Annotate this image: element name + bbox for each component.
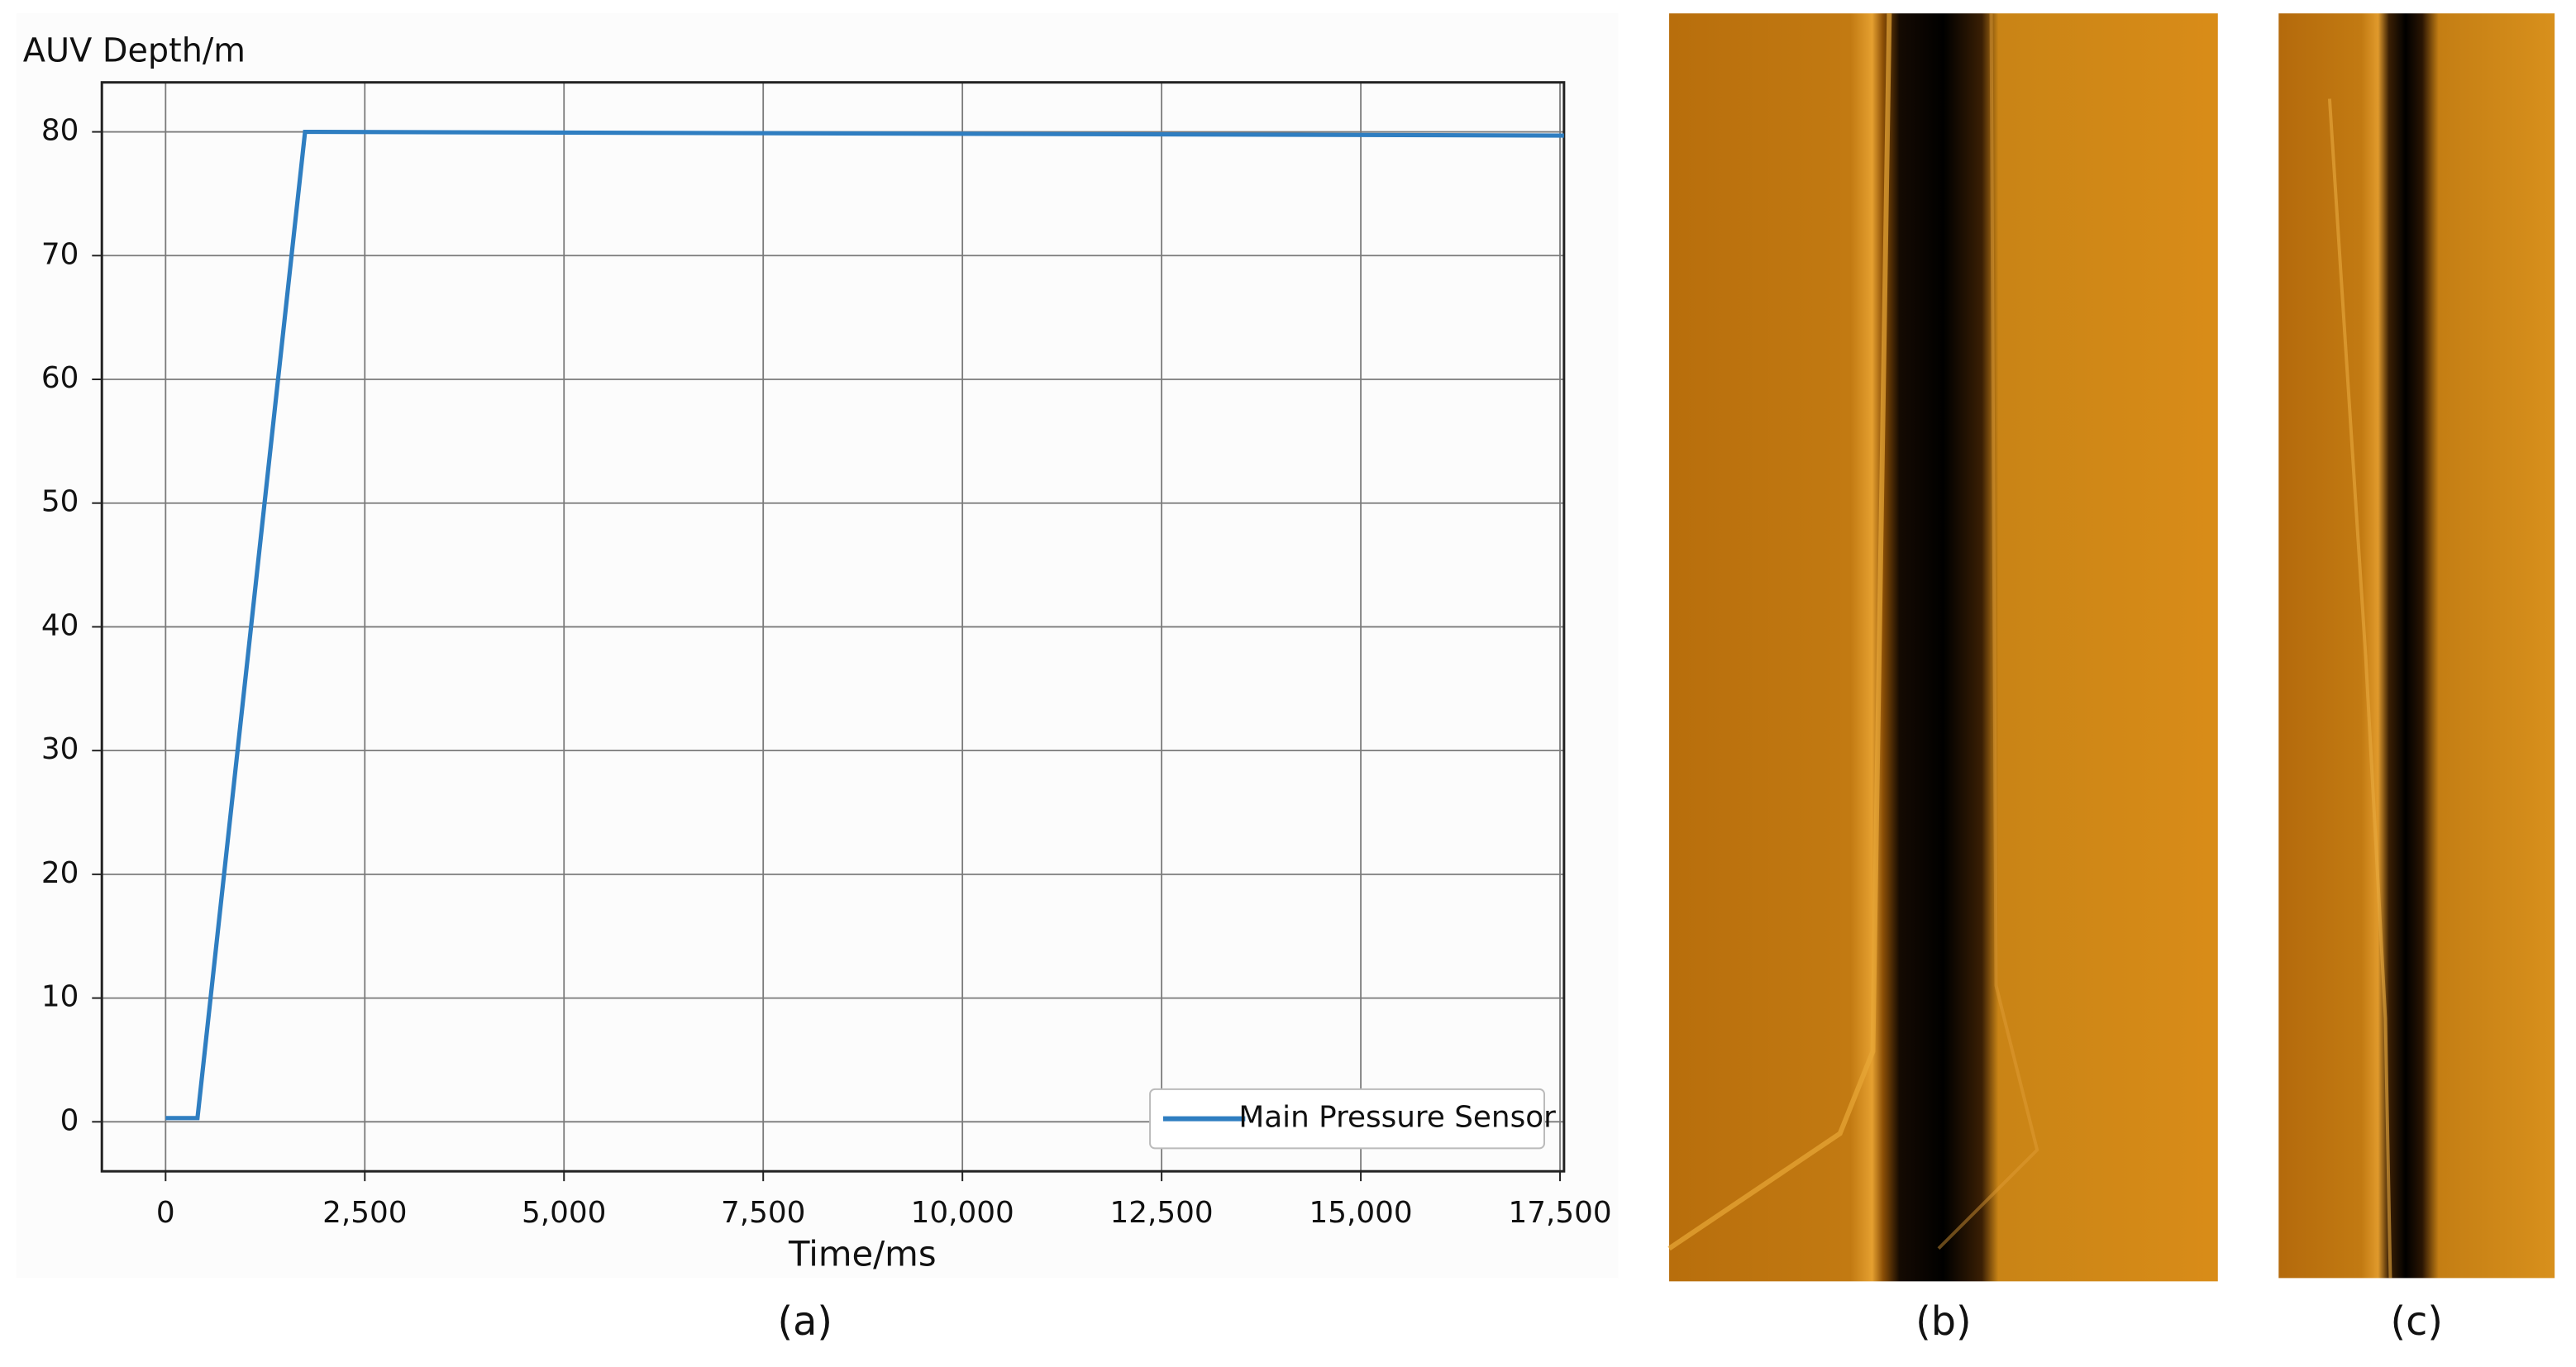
y-tick-label: 30 bbox=[41, 732, 79, 766]
legend-label: Main Pressure Sensor bbox=[1238, 1101, 1556, 1135]
y-tick-label: 10 bbox=[41, 980, 79, 1014]
legend-box bbox=[1149, 1088, 1546, 1150]
x-tick-label: 5,000 bbox=[522, 1196, 606, 1230]
y-tick-label: 50 bbox=[41, 485, 79, 519]
x-tick-label: 10,000 bbox=[911, 1196, 1014, 1230]
data-line bbox=[165, 129, 1564, 1121]
x-tick-label: 7,500 bbox=[721, 1196, 805, 1230]
x-tick-label: 2,500 bbox=[322, 1196, 407, 1230]
y-tick-label: 80 bbox=[41, 114, 79, 148]
y-tick-label: 20 bbox=[41, 856, 79, 890]
x-axis-label: Time/ms bbox=[788, 1234, 937, 1274]
x-tick-label: 12,500 bbox=[1110, 1196, 1214, 1230]
panel-label: (b) bbox=[1915, 1299, 1971, 1345]
y-axis-label: AUV Depth/m bbox=[23, 31, 246, 69]
y-tick-label: 60 bbox=[41, 361, 79, 395]
chart-background bbox=[16, 13, 1619, 1279]
y-tick-label: 0 bbox=[60, 1103, 79, 1137]
x-tick-label: 17,500 bbox=[1508, 1196, 1611, 1230]
panel-label: (a) bbox=[778, 1299, 832, 1345]
sonar-image-b bbox=[1667, 13, 2218, 1282]
panel-label: (c) bbox=[2391, 1299, 2443, 1345]
y-tick-label: 40 bbox=[41, 608, 79, 642]
x-tick-label: 0 bbox=[156, 1196, 175, 1230]
y-tick-label: 70 bbox=[41, 237, 79, 271]
x-tick-label: 15,000 bbox=[1309, 1196, 1412, 1230]
sonar-image-c bbox=[2278, 13, 2555, 1279]
